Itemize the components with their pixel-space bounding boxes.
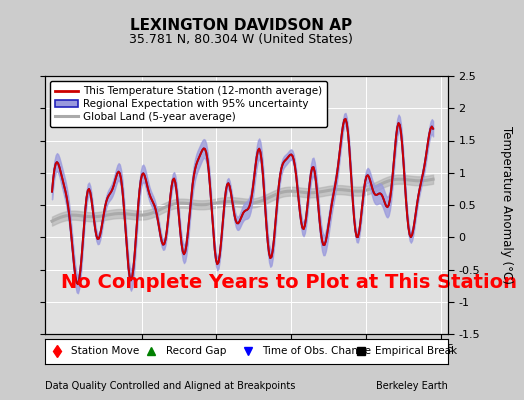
Text: Data Quality Controlled and Aligned at Breakpoints: Data Quality Controlled and Aligned at B…	[45, 381, 295, 391]
Legend: This Temperature Station (12-month average), Regional Expectation with 95% uncer: This Temperature Station (12-month avera…	[50, 81, 328, 127]
Text: 35.781 N, 80.304 W (United States): 35.781 N, 80.304 W (United States)	[129, 33, 353, 46]
Text: Berkeley Earth: Berkeley Earth	[376, 381, 448, 391]
Text: Time of Obs. Change: Time of Obs. Change	[263, 346, 372, 356]
Text: LEXINGTON DAVIDSON AP: LEXINGTON DAVIDSON AP	[130, 18, 352, 33]
Text: No Complete Years to Plot at This Station: No Complete Years to Plot at This Statio…	[61, 273, 517, 292]
Y-axis label: Temperature Anomaly (°C): Temperature Anomaly (°C)	[499, 126, 512, 284]
Text: Station Move: Station Move	[71, 346, 139, 356]
Text: Record Gap: Record Gap	[166, 346, 226, 356]
Text: Empirical Break: Empirical Break	[375, 346, 457, 356]
